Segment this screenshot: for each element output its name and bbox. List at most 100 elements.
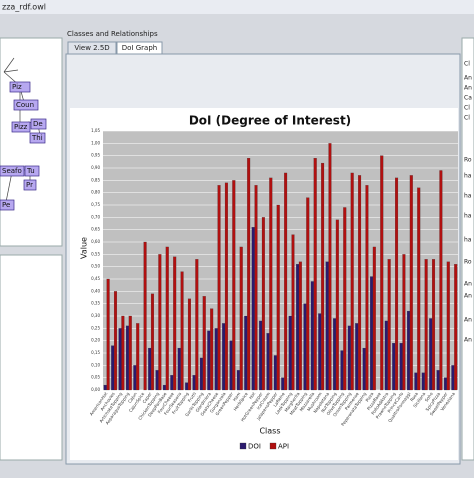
x-tick-label: Soho [424, 391, 434, 403]
bar [298, 261, 302, 391]
graph-node[interactable] [11, 121, 31, 133]
bar [436, 370, 440, 391]
bar [358, 175, 362, 391]
bar [395, 177, 399, 391]
graph-node-label: Coun [16, 101, 34, 109]
bar [165, 246, 169, 391]
graph-node[interactable] [0, 165, 25, 177]
x-tick-label: Cajun [127, 391, 138, 404]
plot-area [103, 131, 458, 390]
right-label: Ro [464, 157, 472, 164]
bar [321, 162, 325, 391]
bar [125, 325, 129, 391]
graph-node[interactable] [24, 165, 40, 177]
y-tick-label: 0,15 [91, 350, 100, 355]
y-tick-label: 0,65 [91, 227, 100, 232]
legend-swatch [269, 442, 277, 450]
bar [133, 365, 137, 391]
bar [207, 330, 211, 391]
y-tick-label: 0,50 [91, 264, 100, 269]
x-axis-label: Class [259, 427, 280, 436]
x-tick-label: Frutti [187, 391, 197, 403]
y-tick-label: 0,25 [91, 325, 100, 330]
graph-node[interactable] [13, 99, 39, 111]
right-label: ha [464, 193, 472, 200]
legend-label: DOI [248, 443, 261, 451]
x-tick-label: Hot [248, 391, 257, 400]
right-label: An [464, 337, 472, 344]
bar [121, 315, 125, 391]
bar [143, 241, 147, 391]
bar [155, 370, 159, 391]
bar [451, 365, 455, 391]
bar [177, 347, 181, 391]
right-label: Cl [464, 61, 470, 68]
window-title: zza_rdf.owl [2, 3, 46, 12]
x-tick-label: Ham [232, 391, 242, 402]
bar [158, 254, 162, 391]
bar [150, 293, 154, 391]
y-tick-label: 0,60 [91, 239, 100, 244]
graph-node[interactable] [0, 199, 15, 211]
bar [180, 271, 184, 391]
bar [454, 264, 458, 391]
bar [222, 323, 226, 391]
y-tick-label: 0,95 [91, 153, 100, 158]
bar [113, 291, 118, 391]
bar [387, 259, 391, 391]
bar [273, 355, 277, 391]
graph-node-label: De [33, 120, 43, 128]
bar [362, 347, 366, 391]
bar [318, 313, 322, 391]
right-label: ha [464, 173, 472, 180]
right-panel [461, 37, 474, 461]
bar [303, 303, 307, 391]
graph-node-label: Pe [2, 201, 10, 209]
bar [414, 372, 418, 391]
bar [370, 276, 374, 391]
bar [291, 234, 295, 391]
bar [350, 172, 354, 391]
graph-nodes: Piz Coun Pizz De Thi Seafo Tu Pr Pe [0, 81, 47, 211]
right-label: ha [464, 213, 472, 220]
graph-node[interactable] [23, 179, 37, 191]
bar [269, 177, 273, 391]
right-label: An [464, 85, 472, 92]
graph-node[interactable] [9, 81, 31, 93]
y-tick-label: 0,55 [91, 251, 100, 256]
bar [170, 375, 174, 391]
title-bar [0, 0, 474, 14]
bar [148, 347, 152, 391]
y-tick-label: 0,35 [91, 301, 100, 306]
bar [254, 185, 258, 391]
bar [232, 180, 236, 391]
y-tick-label: 0,40 [91, 288, 100, 293]
center-header [64, 28, 460, 42]
bar [210, 308, 214, 391]
y-tick-label: 0,20 [91, 338, 100, 343]
bar [162, 384, 166, 391]
bar [284, 172, 288, 391]
bar [380, 155, 384, 391]
legend-swatch [239, 442, 247, 450]
graph-node[interactable] [30, 118, 47, 130]
y-tick-label: 0,45 [91, 276, 100, 281]
bar [128, 315, 132, 391]
bar [173, 256, 177, 391]
bar [281, 377, 285, 391]
bar [247, 158, 251, 391]
y-tick-label: 0,80 [91, 190, 100, 195]
bar [103, 384, 107, 391]
x-tick-label: Caper [141, 391, 152, 404]
bar [229, 340, 233, 391]
bar [355, 323, 359, 391]
right-label: An [464, 293, 472, 300]
bar [424, 259, 428, 391]
bar [306, 197, 310, 391]
graph-node[interactable] [29, 132, 46, 144]
bar [417, 187, 421, 391]
y-tick-label: 1,05 [91, 128, 100, 133]
right-label: An [464, 281, 472, 288]
bar [372, 246, 376, 391]
chart-title: DoI (Degree of Interest) [189, 114, 351, 128]
